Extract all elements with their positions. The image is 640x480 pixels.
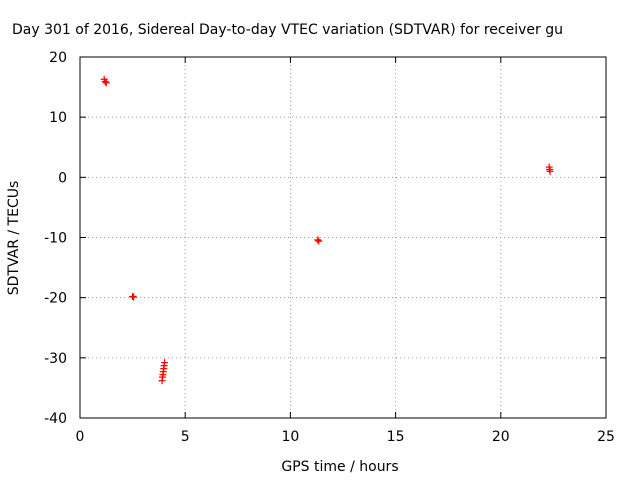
x-tick-label: 15 [387,429,405,445]
data-point [546,167,554,175]
x-tick-label: 10 [281,429,299,445]
x-tick-label: 5 [181,429,190,445]
data-point [315,237,323,245]
y-tick-label: 10 [49,110,67,126]
y-tick-label: -40 [44,411,67,427]
x-tick-label: 20 [492,429,510,445]
tick-labels: 0 5 10 15 20 25 -40 -30 -20 -10 0 10 20 [44,50,615,445]
y-tick-label: -10 [44,231,67,247]
y-axis-label: SDTVAR / TECUs [6,181,22,296]
plot-frame [79,56,607,419]
chart-title: Day 301 of 2016, Sidereal Day-to-day VTE… [12,22,563,38]
data-point [314,236,322,244]
data-point [101,78,109,86]
y-tick-label: -20 [44,291,67,307]
grid [80,57,606,418]
y-tick-label: -30 [44,351,67,367]
axis-ticks [79,56,607,419]
x-tick-label: 0 [76,429,85,445]
data-point [161,359,169,367]
y-tick-label: 20 [49,50,67,66]
x-tick-label: 25 [597,429,615,445]
x-axis-label: GPS time / hours [281,459,398,475]
data-points [100,75,554,385]
data-point [102,79,110,87]
data-point [130,293,138,301]
y-tick-label: 0 [58,170,67,186]
data-point [129,292,137,300]
